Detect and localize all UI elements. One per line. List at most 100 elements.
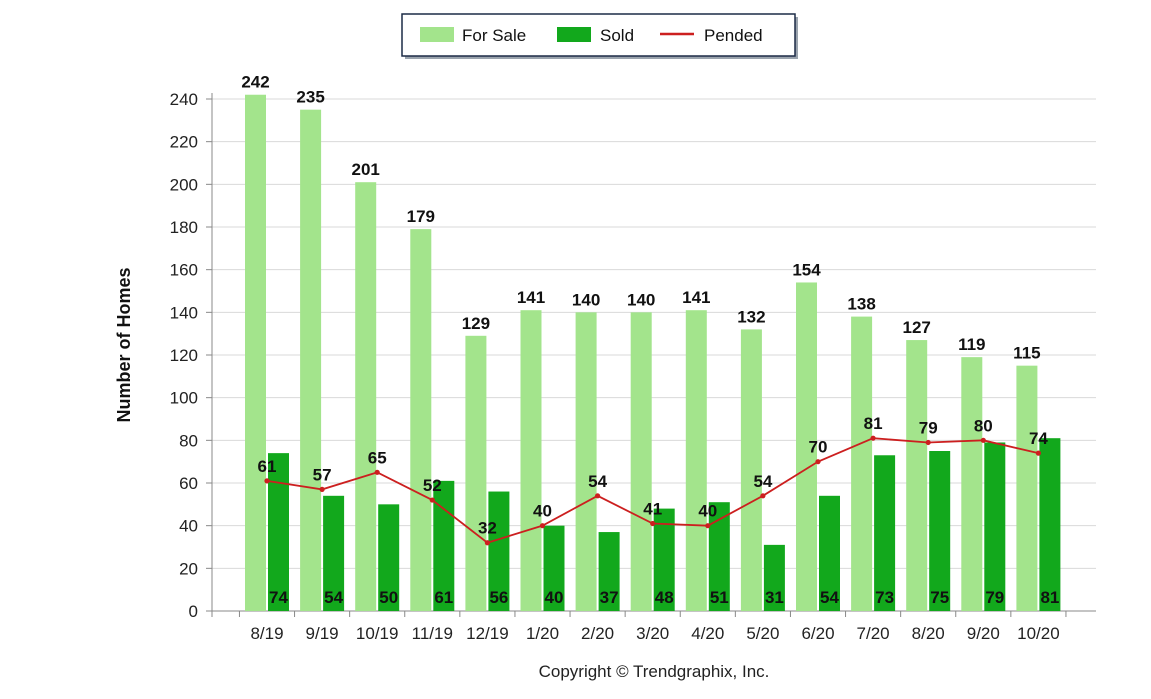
y-tick-label: 100	[170, 389, 198, 408]
data-labels: 242 74 235 54 201 50 179 61 129 56 141 40 140 37 140 48…	[241, 73, 1059, 607]
x-tick-label: 9/20	[967, 624, 1000, 643]
x-tick-label: 10/19	[356, 624, 399, 643]
x-tick-label: 1/20	[526, 624, 559, 643]
y-tick-label: 60	[179, 474, 198, 493]
point-pended	[870, 435, 876, 441]
label-for-sale: 154	[792, 260, 821, 279]
label-pended: 70	[809, 438, 828, 457]
point-pended	[429, 497, 435, 503]
bar-for-sale	[1016, 365, 1038, 611]
y-tick-label: 220	[170, 133, 198, 152]
label-sold: 51	[710, 588, 729, 607]
y-tick-label: 240	[170, 90, 198, 109]
label-pended: 65	[368, 448, 387, 467]
label-pended: 80	[974, 416, 993, 435]
bar-for-sale	[796, 282, 817, 611]
label-sold: 61	[434, 588, 453, 607]
y-axis-title: Number of Homes	[114, 267, 134, 422]
point-pended	[760, 493, 766, 499]
point-pended	[925, 439, 931, 446]
bar-sold	[763, 544, 785, 611]
bar-for-sale	[465, 335, 487, 611]
label-pended: 40	[698, 502, 717, 521]
label-pended: 54	[588, 472, 607, 491]
y-tick-label: 160	[170, 261, 198, 280]
bar-sold	[1039, 438, 1061, 611]
label-sold: 56	[489, 588, 508, 607]
label-for-sale: 127	[903, 318, 931, 337]
point-pended	[815, 459, 821, 465]
label-pended: 52	[423, 476, 442, 495]
x-tick-label: 12/19	[466, 624, 509, 643]
bar-for-sale	[300, 109, 322, 612]
bar-sold	[819, 495, 840, 611]
label-sold: 31	[765, 588, 784, 607]
bar-sold	[543, 525, 565, 611]
bar-for-sale	[851, 316, 873, 611]
label-pended: 41	[643, 500, 662, 519]
label-for-sale: 235	[296, 88, 324, 107]
bar-for-sale	[961, 357, 983, 611]
label-pended: 54	[753, 472, 772, 491]
label-pended: 79	[919, 418, 938, 437]
label-sold: 74	[269, 588, 288, 607]
x-tick-label: 7/20	[857, 624, 890, 643]
bar-for-sale	[740, 329, 762, 611]
point-pended	[264, 478, 270, 484]
label-pended: 81	[864, 414, 883, 433]
label-pended: 61	[258, 457, 277, 476]
label-sold: 54	[324, 588, 343, 607]
pended-line-layer	[264, 435, 1041, 546]
point-pended	[980, 437, 986, 443]
label-sold: 40	[545, 588, 564, 607]
label-pended: 32	[478, 519, 497, 538]
legend-label-for-sale: For Sale	[462, 26, 526, 45]
bar-for-sale	[410, 229, 432, 611]
bar-sold	[268, 453, 289, 611]
y-tick-label: 120	[170, 346, 198, 365]
point-pended	[539, 523, 546, 529]
legend-box	[401, 13, 796, 57]
bar-sold	[488, 491, 510, 611]
bar-for-sale	[685, 310, 707, 611]
label-sold: 50	[379, 588, 398, 607]
label-pended: 57	[313, 465, 332, 484]
y-tick-label: 80	[179, 431, 198, 450]
bar-sold	[984, 442, 1006, 611]
bar-for-sale	[245, 94, 266, 611]
label-pended: 74	[1029, 429, 1048, 448]
x-tick-label: 8/20	[912, 624, 945, 643]
bar-for-sale	[906, 340, 928, 611]
x-tick-label: 4/20	[691, 624, 724, 643]
x-tick-label: 11/19	[412, 624, 453, 643]
label-sold: 54	[820, 588, 839, 607]
legend-label-sold: Sold	[600, 26, 634, 45]
x-tick-label: 5/20	[746, 624, 779, 643]
bar-sold	[653, 508, 675, 611]
label-for-sale: 115	[1013, 344, 1040, 363]
label-for-sale: 242	[241, 73, 269, 92]
label-sold: 37	[600, 588, 619, 607]
label-for-sale: 132	[737, 307, 765, 326]
label-for-sale: 179	[407, 207, 435, 226]
x-tick-label: 8/19	[250, 624, 283, 643]
label-for-sale: 140	[572, 290, 600, 309]
point-pended	[484, 540, 490, 546]
point-pended	[595, 493, 601, 499]
bar-for-sale	[575, 312, 597, 611]
label-for-sale: 141	[682, 288, 710, 307]
label-sold: 73	[875, 588, 894, 607]
x-tick-label: 9/19	[306, 624, 339, 643]
bar-sold	[598, 532, 620, 611]
label-for-sale: 141	[517, 288, 545, 307]
bar-sold	[874, 455, 896, 611]
point-pended	[650, 520, 656, 527]
bar-sold	[323, 495, 345, 611]
y-tick-label: 40	[179, 517, 198, 536]
legend-swatch-for-sale	[420, 27, 454, 42]
bar-for-sale	[355, 182, 377, 611]
label-for-sale: 201	[352, 160, 380, 179]
y-tick-label: 20	[179, 559, 198, 578]
bar-sold	[378, 504, 400, 611]
bar-for-sale	[520, 310, 542, 611]
